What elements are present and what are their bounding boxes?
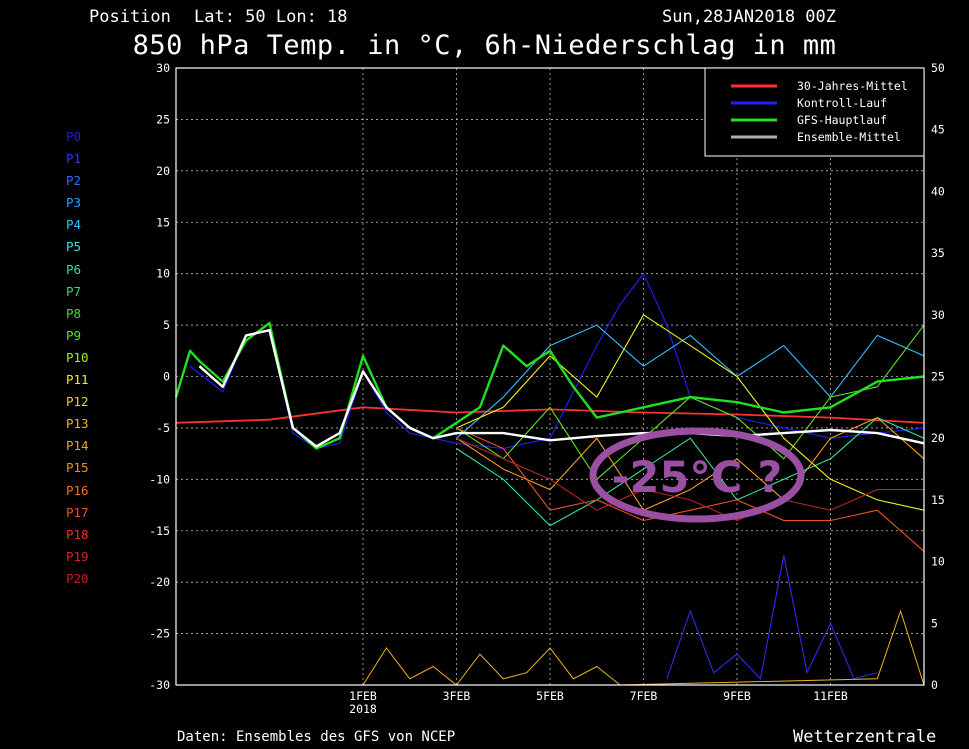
series-line xyxy=(456,417,925,527)
member-label: P12 xyxy=(66,394,89,410)
member-label: P16 xyxy=(66,482,89,498)
y-tick-label: -30 xyxy=(149,678,170,692)
brand-label: Wetterzentrale xyxy=(793,727,937,747)
legend-label: Ensemble-Mittel xyxy=(797,130,901,144)
y2-tick-label: 25 xyxy=(931,370,945,384)
y-tick-label: 30 xyxy=(156,61,170,75)
member-label: P0 xyxy=(66,129,82,144)
y2-tick-label: 15 xyxy=(931,493,945,507)
member-label: P15 xyxy=(66,460,89,476)
x-tick-label: 1FEB xyxy=(349,689,377,703)
member-label: P17 xyxy=(66,504,89,520)
x-tick-label: 11FEB xyxy=(813,689,848,703)
run-datetime: Sun,28JAN2018 00Z xyxy=(662,7,836,27)
y-tick-label: -15 xyxy=(149,524,170,538)
member-label: P10 xyxy=(66,349,89,365)
series-line xyxy=(456,324,925,439)
member-label: P6 xyxy=(66,261,82,277)
series-line xyxy=(456,437,924,522)
temperature-lines xyxy=(174,273,925,552)
y-tick-label: 5 xyxy=(163,318,170,332)
y2-tick-label: 0 xyxy=(931,678,938,692)
lat-lon: Lat: 50 Lon: 18 xyxy=(194,7,348,27)
precip-line xyxy=(666,555,878,680)
series-line xyxy=(456,427,925,552)
y-tick-label: -10 xyxy=(149,472,170,486)
y-tick-label: 10 xyxy=(156,267,170,281)
plot-frame xyxy=(175,67,925,686)
y-tick-label: 25 xyxy=(156,112,170,126)
position-label: Position xyxy=(89,7,171,27)
y2-tick-label: 30 xyxy=(931,308,945,322)
member-label: P14 xyxy=(66,438,89,454)
chart-title: 850 hPa Temp. in °C, 6h-Niederschlag in … xyxy=(132,30,837,61)
data-source: Daten: Ensembles des GFS von NCEP xyxy=(177,729,456,745)
y2-tick-label: 45 xyxy=(931,123,945,137)
x-tick-label: 3FEB xyxy=(443,689,471,703)
y2-tick-label: 10 xyxy=(931,555,945,569)
series-line xyxy=(198,329,925,448)
y-tick-label: 0 xyxy=(163,370,170,384)
member-label: P19 xyxy=(66,548,89,564)
member-label: P1 xyxy=(66,151,82,167)
x-tick-sublabel: 2018 xyxy=(349,702,377,716)
legend-label: GFS-Hauptlauf xyxy=(797,113,887,127)
member-label: P4 xyxy=(66,217,82,233)
y2-tick-label: 5 xyxy=(931,616,938,630)
series-line xyxy=(175,406,925,424)
member-label: P3 xyxy=(66,195,82,211)
member-legend: P0 P1 P2 P3 P4 P5 P6 P7 P8 P9 P10 P11 P12 P13 P14 P15 P1… xyxy=(66,126,89,590)
series-line xyxy=(456,314,925,511)
y-tick-label: 15 xyxy=(156,215,170,229)
overlay-annotation: -25°C ? xyxy=(589,427,805,523)
y2-tick-label: 20 xyxy=(931,431,945,445)
legend-label: Kontroll-Lauf xyxy=(797,96,887,110)
precipitation-lines xyxy=(362,555,925,686)
x-tick-label: 5FEB xyxy=(536,689,564,703)
y2-tick-label: 50 xyxy=(931,61,945,75)
member-label: P9 xyxy=(66,327,82,343)
y-tick-label: -20 xyxy=(149,575,170,589)
member-label: P5 xyxy=(66,239,82,255)
overlay-ellipse xyxy=(589,427,805,523)
y2-tick-label: 35 xyxy=(931,246,945,260)
member-label: P18 xyxy=(66,526,89,542)
legend-frame xyxy=(704,67,925,157)
member-label: P11 xyxy=(66,372,89,388)
y-tick-label: -5 xyxy=(156,421,170,435)
y-tick-label: -25 xyxy=(149,627,170,641)
y2-tick-label: 40 xyxy=(931,184,945,198)
precip-line xyxy=(362,609,925,686)
member-label: P20 xyxy=(66,570,89,586)
member-label: P7 xyxy=(66,283,82,299)
member-label: P13 xyxy=(66,416,89,432)
member-label: P2 xyxy=(66,173,82,189)
legend: 30-Jahres-Mittel Kontroll-Lauf GFS-Hauptla… xyxy=(704,67,925,157)
overlay-text: -25°C ? xyxy=(612,453,783,503)
member-label: P8 xyxy=(66,305,82,321)
x-tick-label: 9FEB xyxy=(723,689,751,703)
x-tick-label: 7FEB xyxy=(630,689,658,703)
y-tick-label: 20 xyxy=(156,164,170,178)
legend-label: 30-Jahres-Mittel xyxy=(797,79,908,93)
axis-ticks: 302520151050-5-10-15-20-25-3050454035302… xyxy=(149,61,945,716)
